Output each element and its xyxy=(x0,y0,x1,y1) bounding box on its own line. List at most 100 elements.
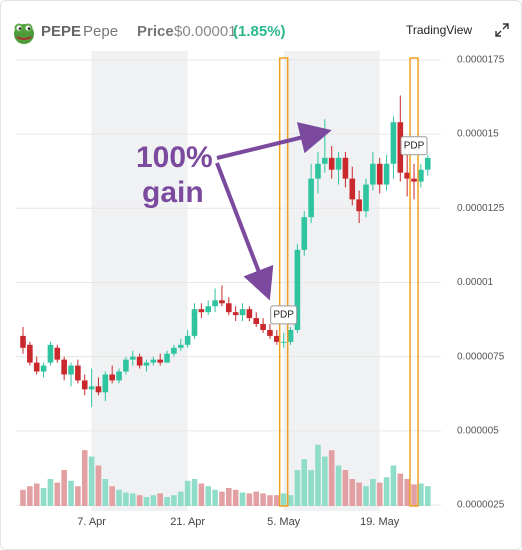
candle-body xyxy=(267,329,273,336)
volume-bar xyxy=(294,470,301,506)
candle-body xyxy=(212,300,218,307)
volume-bar xyxy=(75,486,81,506)
candle-body xyxy=(411,178,417,182)
volume-bar xyxy=(376,482,383,506)
x-tick-label: 21. Apr xyxy=(170,516,205,528)
symbol: PEPE xyxy=(41,23,82,40)
volume-bar xyxy=(287,495,294,506)
pdp-label: PDP xyxy=(273,310,294,321)
token-icon xyxy=(14,23,34,44)
volume-bar xyxy=(308,470,314,506)
volume-bar xyxy=(205,486,212,506)
volume-bar xyxy=(109,486,115,506)
highlight-column xyxy=(409,57,419,507)
header: PEPE Pepe Price $0.00001 (1.85%) Trading… xyxy=(1,1,521,57)
y-tick-label: 0.000015 xyxy=(457,129,499,140)
candle-body xyxy=(61,359,67,375)
candle-body xyxy=(164,353,170,363)
candle-body xyxy=(95,386,102,393)
price-change: (1.85%) xyxy=(233,23,286,40)
candle-body xyxy=(274,335,280,342)
candle-body xyxy=(232,312,239,316)
candle-body xyxy=(129,356,136,360)
annotation-text: gain xyxy=(142,176,204,209)
volume-bar xyxy=(226,488,232,506)
volume-bar xyxy=(136,495,143,506)
candle-body xyxy=(322,157,328,164)
candle-body xyxy=(308,178,314,218)
volume-bar xyxy=(397,473,404,506)
candle-body xyxy=(260,324,266,330)
volume-bar xyxy=(424,486,431,506)
candle-body xyxy=(27,344,33,363)
volume-bar xyxy=(418,483,424,506)
candle-body xyxy=(301,217,308,250)
candle-body xyxy=(356,199,362,212)
volume-bar xyxy=(301,459,308,506)
volume-bar xyxy=(246,493,253,506)
candle-body xyxy=(342,157,349,179)
x-tick-label: 5. May xyxy=(267,516,301,528)
volume-bar xyxy=(54,482,61,506)
volume-bar xyxy=(390,465,397,506)
volume-bar xyxy=(212,489,218,506)
candle-body xyxy=(349,178,356,200)
volume-bar xyxy=(363,486,369,506)
candle-body xyxy=(116,371,122,381)
period-band xyxy=(91,51,188,511)
volume-bar xyxy=(68,480,74,506)
volume-bar xyxy=(157,493,163,506)
volume-bar xyxy=(219,491,225,506)
volume-bar xyxy=(102,479,109,506)
volume-bar xyxy=(198,483,205,506)
candle-body xyxy=(75,365,81,381)
candle-body xyxy=(157,359,163,363)
y-tick-label: 0.00001 xyxy=(457,277,494,288)
candle-body xyxy=(198,309,205,313)
candle-body xyxy=(294,249,301,330)
volume-bar xyxy=(184,480,191,506)
y-tick-label: 0.0000175 xyxy=(457,55,505,66)
y-tick-label: 0.0000075 xyxy=(457,351,505,362)
candle-body xyxy=(397,122,404,173)
candle-body xyxy=(54,347,61,360)
candle-body xyxy=(40,365,47,372)
annotation-arrow xyxy=(216,122,332,160)
candle-body xyxy=(20,335,26,348)
volume-bar xyxy=(164,497,170,506)
candle-body xyxy=(109,374,115,381)
pdp-flag xyxy=(400,136,428,156)
expand-button[interactable] xyxy=(495,23,509,37)
candle-body xyxy=(184,335,191,345)
y-tick-label: 0.000005 xyxy=(457,426,499,437)
volume-bar xyxy=(81,450,88,506)
volume-bar xyxy=(370,479,376,506)
candle-body xyxy=(315,163,321,179)
volume-bar xyxy=(335,465,342,506)
annotation-text: 100% xyxy=(136,141,213,174)
volume-bar xyxy=(315,444,321,506)
volume-bar xyxy=(171,495,177,506)
candle-body xyxy=(102,374,109,393)
candle-body xyxy=(205,306,212,313)
volume-bar xyxy=(232,489,239,506)
candle-body xyxy=(376,163,383,185)
x-tick-label: 19. May xyxy=(360,516,400,528)
candle-body xyxy=(246,309,253,319)
candle-body xyxy=(123,359,129,372)
volume-bar xyxy=(274,495,280,506)
volume-bar xyxy=(129,493,136,506)
candle-body xyxy=(363,184,369,212)
volume-bar xyxy=(177,491,184,506)
volume-bar xyxy=(280,493,287,506)
candle-body xyxy=(226,303,232,313)
volume-bar xyxy=(61,470,67,506)
source-link[interactable]: TradingView xyxy=(406,23,473,37)
volume-bar xyxy=(27,486,33,506)
candle-body xyxy=(191,309,198,336)
volume-bar xyxy=(33,483,40,506)
volume-bar xyxy=(411,484,417,506)
volume-bar xyxy=(342,470,349,506)
candle-body xyxy=(81,380,88,390)
